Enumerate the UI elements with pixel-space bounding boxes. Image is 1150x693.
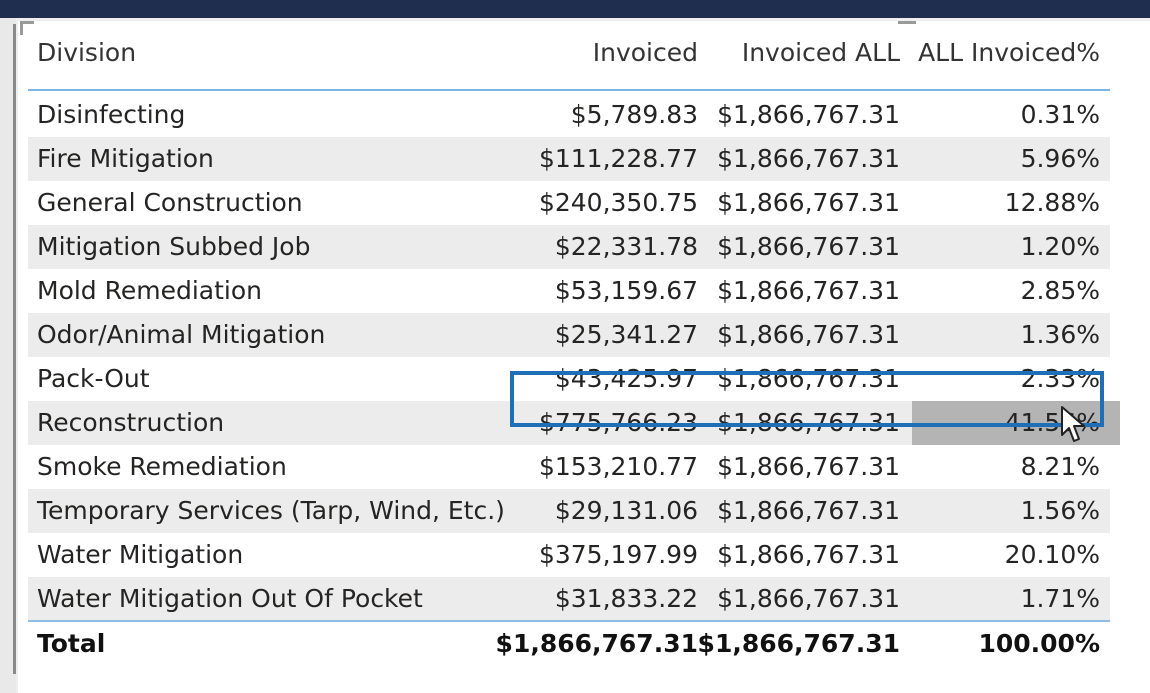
cell-division[interactable]: Mold Remediation — [37, 276, 263, 305]
cell-invoiced[interactable]: $53,159.67 — [554, 276, 698, 305]
cell-all-invoiced-pct[interactable]: 12.88% — [1004, 188, 1100, 217]
cell-invoiced-all[interactable]: $1,866,767.31 — [717, 408, 900, 437]
cell-invoiced-all[interactable]: $1,866,767.31 — [717, 540, 900, 569]
table-header: Division Invoiced Invoiced ALL ALL Invoi… — [28, 31, 1110, 75]
total-invoiced-all: $1,866,767.31 — [697, 629, 900, 658]
cell-invoiced[interactable]: $31,833.22 — [554, 584, 698, 613]
cell-invoiced[interactable]: $43,425.97 — [554, 364, 698, 393]
table-row[interactable]: Water Mitigation Out Of Pocket $31,833.22… — [28, 577, 1110, 621]
cell-all-invoiced-pct[interactable]: 1.56% — [1020, 496, 1100, 525]
table-row[interactable]: Mitigation Subbed Job $22,331.78 $1,866,76… — [28, 225, 1110, 269]
header-divider — [28, 89, 1110, 91]
column-header-division[interactable]: Division — [37, 38, 137, 67]
cell-all-invoiced-pct[interactable]: 20.10% — [1004, 540, 1100, 569]
cell-division[interactable]: Temporary Services (Tarp, Wind, Etc.) — [37, 496, 505, 525]
cell-division[interactable]: Disinfecting — [37, 100, 186, 129]
cell-all-invoiced-pct[interactable]: 5.96% — [1020, 144, 1100, 173]
cell-invoiced-all[interactable]: $1,866,767.31 — [717, 100, 900, 129]
mouse-pointer-icon — [1061, 406, 1085, 442]
column-header-invoiced-all[interactable]: Invoiced ALL — [741, 38, 900, 67]
total-pct: 100.00% — [978, 629, 1100, 658]
cell-all-invoiced-pct[interactable]: 2.33% — [1020, 364, 1100, 393]
cell-all-invoiced-pct[interactable]: 0.31% — [1020, 100, 1100, 129]
cell-division[interactable]: Fire Mitigation — [37, 144, 214, 173]
table-row[interactable]: Disinfecting $5,789.83 $1,866,767.31 0.31% — [28, 93, 1110, 137]
cell-invoiced-all[interactable]: $1,866,767.31 — [717, 364, 900, 393]
cell-invoiced[interactable]: $29,131.06 — [554, 496, 698, 525]
cell-invoiced[interactable]: $22,331.78 — [554, 232, 698, 261]
cell-invoiced-all[interactable]: $1,866,767.31 — [717, 584, 900, 613]
table-row[interactable]: Fire Mitigation $111,228.77 $1,866,767.31 5… — [28, 137, 1110, 181]
cell-division[interactable]: Mitigation Subbed Job — [37, 232, 311, 261]
visual-resize-handle[interactable] — [13, 24, 16, 674]
total-invoiced: $1,866,767.31 — [495, 629, 698, 658]
cell-invoiced-all[interactable]: $1,866,767.31 — [717, 232, 900, 261]
table-row[interactable]: Water Mitigation $375,197.99 $1,866,767.31… — [28, 533, 1110, 577]
cell-all-invoiced-pct[interactable]: 2.85% — [1020, 276, 1100, 305]
cell-invoiced-all[interactable]: $1,866,767.31 — [717, 144, 900, 173]
selection-highlight-box — [510, 371, 1104, 427]
total-row: Total $1,866,767.31 $1,866,767.31 100.00… — [28, 620, 1110, 664]
visual-corner-marker — [20, 21, 34, 24]
cell-invoiced[interactable]: $375,197.99 — [538, 540, 698, 569]
cell-division[interactable]: General Construction — [37, 188, 303, 217]
column-header-invoiced[interactable]: Invoiced — [592, 38, 698, 67]
cell-all-invoiced-pct[interactable]: 41.56% — [1004, 408, 1100, 437]
table-row[interactable]: General Construction $240,350.75 $1,866,76… — [28, 181, 1110, 225]
cell-all-invoiced-pct[interactable]: 1.20% — [1020, 232, 1100, 261]
cell-invoiced[interactable]: $240,350.75 — [538, 188, 698, 217]
cell-division[interactable]: Reconstruction — [37, 408, 225, 437]
table-row[interactable]: Temporary Services (Tarp, Wind, Etc.) $29… — [28, 489, 1110, 533]
cell-invoiced-all[interactable]: $1,866,767.31 — [717, 320, 900, 349]
cell-all-invoiced-pct[interactable]: 8.21% — [1020, 452, 1100, 481]
visual-top-handle[interactable] — [898, 21, 916, 24]
cell-division[interactable]: Water Mitigation Out Of Pocket — [37, 584, 423, 613]
table-row[interactable]: Pack-Out $43,425.97 $1,866,767.31 2.33% — [28, 357, 1110, 401]
table-row[interactable]: Smoke Remediation $153,210.77 $1,866,767.3… — [28, 445, 1110, 489]
visual-corner-marker — [20, 21, 23, 35]
cell-all-invoiced-pct[interactable]: 1.71% — [1020, 584, 1100, 613]
cell-invoiced[interactable]: $111,228.77 — [538, 144, 698, 173]
column-header-all-invoiced-pct[interactable]: ALL Invoiced% — [918, 38, 1100, 67]
cell-invoiced[interactable]: $775,766.23 — [538, 408, 698, 437]
table-row[interactable]: Mold Remediation $53,159.67 $1,866,767.31 2… — [28, 269, 1110, 313]
cell-invoiced[interactable]: $25,341.27 — [554, 320, 698, 349]
left-edge — [0, 18, 16, 693]
cell-invoiced-all[interactable]: $1,866,767.31 — [717, 496, 900, 525]
window-title-bar — [0, 0, 1150, 18]
cell-invoiced-all[interactable]: $1,866,767.31 — [717, 452, 900, 481]
table-visual: Division Invoiced Invoiced ALL ALL Invoi… — [18, 21, 1150, 693]
table-row[interactable]: Odor/Animal Mitigation $25,341.27 $1,866,7… — [28, 313, 1110, 357]
cell-invoiced-all[interactable]: $1,866,767.31 — [717, 188, 900, 217]
cell-invoiced[interactable]: $5,789.83 — [570, 100, 698, 129]
total-label: Total — [37, 629, 106, 658]
cell-invoiced[interactable]: $153,210.77 — [538, 452, 698, 481]
cell-division[interactable]: Pack-Out — [37, 364, 150, 393]
cell-division[interactable]: Odor/Animal Mitigation — [37, 320, 326, 349]
cell-division[interactable]: Smoke Remediation — [37, 452, 287, 481]
cell-division[interactable]: Water Mitigation — [37, 540, 244, 569]
cell-invoiced-all[interactable]: $1,866,767.31 — [717, 276, 900, 305]
cell-all-invoiced-pct[interactable]: 1.36% — [1020, 320, 1100, 349]
